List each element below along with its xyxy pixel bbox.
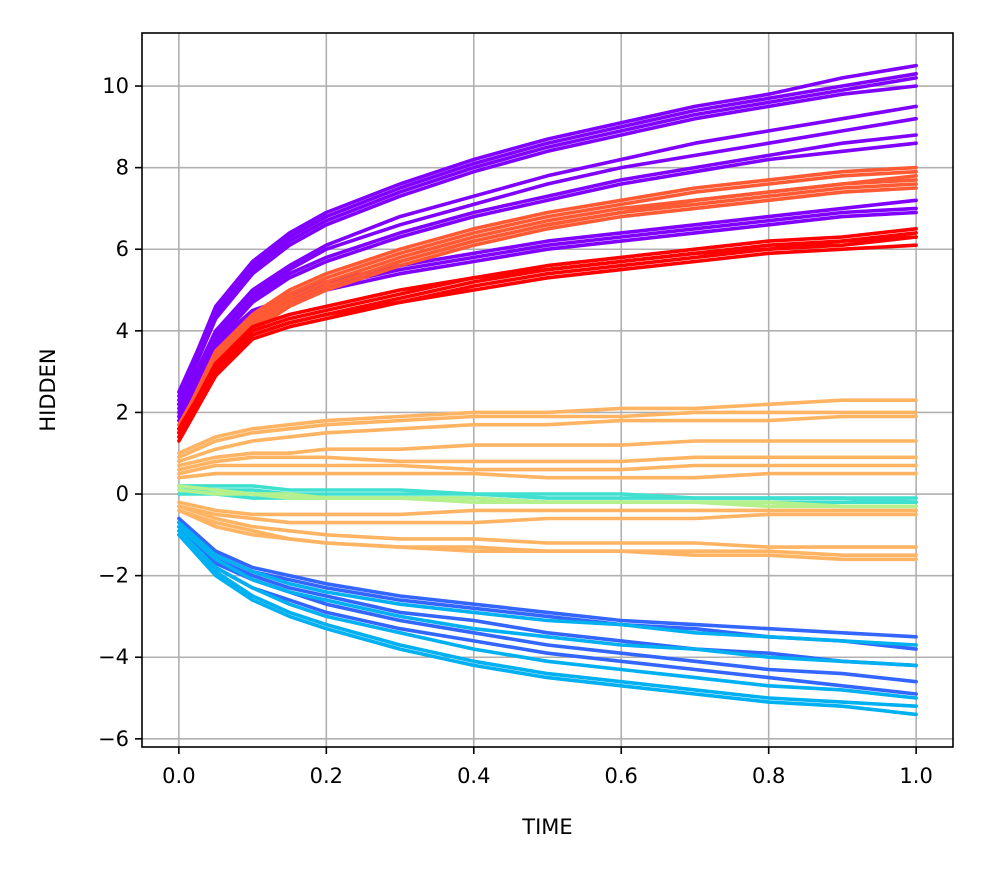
series-line-sky-blue-1 bbox=[177, 520, 918, 647]
series-line-light-orange-3 bbox=[177, 414, 918, 464]
y-tick-label: −6 bbox=[98, 727, 129, 751]
series-line-light-orange-7 bbox=[177, 471, 918, 480]
y-axis: −6 −4 −2 0 2 4 6 8 10 bbox=[98, 74, 142, 751]
series-line-violet-low-3 bbox=[177, 206, 918, 415]
series-line-light-orange-10 bbox=[177, 504, 918, 549]
series-line-light-orange-9 bbox=[177, 504, 918, 525]
x-tick-label: 0.8 bbox=[752, 764, 785, 788]
series-line-sky-blue-4 bbox=[177, 532, 918, 709]
y-tick-label: 8 bbox=[116, 156, 129, 180]
series-line-orange-red-1 bbox=[177, 165, 918, 431]
series-line-turquoise-3 bbox=[177, 484, 918, 500]
y-tick-label: 10 bbox=[102, 74, 129, 98]
y-tick-label: 2 bbox=[116, 400, 129, 424]
x-tick-label: 0.2 bbox=[310, 764, 343, 788]
y-axis-label: HIDDEN bbox=[36, 348, 60, 431]
series-line-red-5 bbox=[177, 235, 918, 435]
x-tick-label: 1.0 bbox=[899, 764, 932, 788]
series-line-blue-3 bbox=[177, 524, 918, 668]
series-line-light-orange-11 bbox=[177, 508, 918, 558]
series-line-violet-mid-3 bbox=[177, 133, 918, 407]
series-line-violet-upper-2 bbox=[177, 76, 918, 403]
series-line-violet-mid-2 bbox=[177, 116, 918, 415]
series-line-sky-blue-5 bbox=[177, 532, 918, 717]
x-tick-label: 0.4 bbox=[457, 764, 490, 788]
series-line-violet-mid-4 bbox=[177, 141, 918, 419]
series-line-light-orange-4 bbox=[177, 439, 918, 468]
x-tick-label: 0.6 bbox=[605, 764, 638, 788]
series-line-orange-red-6 bbox=[177, 174, 918, 435]
series-line-light-orange-2 bbox=[177, 410, 918, 460]
series-line-light-orange-12 bbox=[177, 508, 918, 562]
y-tick-label: −2 bbox=[98, 564, 129, 588]
series-line-violet-upper-3 bbox=[177, 84, 918, 407]
x-axis: 0.0 0.2 0.4 0.6 0.8 1.0 bbox=[162, 747, 933, 788]
series-line-light-orange-1 bbox=[177, 398, 918, 456]
series-line-light-orange-8 bbox=[177, 500, 918, 517]
y-tick-label: −4 bbox=[98, 645, 129, 669]
y-tick-label: 0 bbox=[116, 482, 129, 506]
series-line-violet-upper-4 bbox=[177, 72, 918, 394]
series-line-light-orange-6 bbox=[177, 463, 918, 476]
y-tick-label: 6 bbox=[116, 237, 129, 261]
series-line-orange-red-2 bbox=[177, 169, 918, 435]
series-group bbox=[177, 63, 918, 717]
series-line-violet-mid-1 bbox=[177, 104, 918, 411]
x-axis-label: TIME bbox=[521, 815, 572, 839]
axes-frame bbox=[141, 32, 954, 748]
series-line-blue-1 bbox=[177, 516, 918, 639]
x-tick-label: 0.0 bbox=[162, 764, 195, 788]
y-tick-label: 4 bbox=[116, 319, 129, 343]
series-line-light-orange-5 bbox=[177, 455, 918, 472]
series-line-red-4 bbox=[177, 243, 918, 431]
series-line-sky-blue-2 bbox=[177, 524, 918, 668]
series-line-violet-upper-1 bbox=[177, 63, 918, 398]
series-line-sky-blue-3 bbox=[177, 528, 918, 700]
series-line-light-green-2 bbox=[177, 484, 918, 509]
